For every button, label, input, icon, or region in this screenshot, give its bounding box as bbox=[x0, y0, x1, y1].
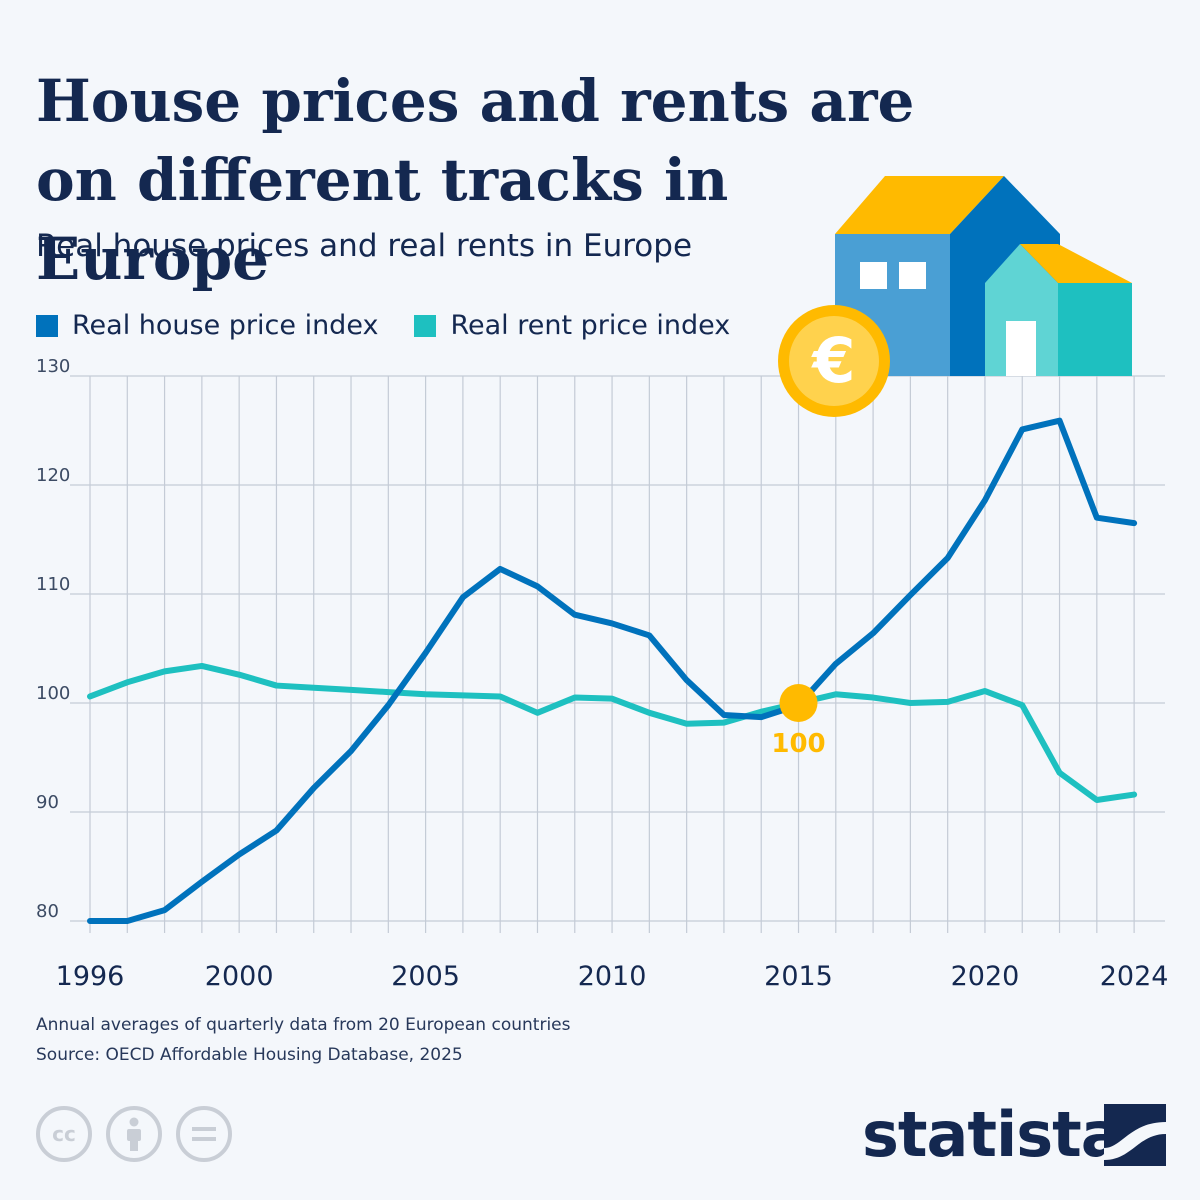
legend-item-house: Real house price index bbox=[36, 310, 378, 341]
y-tick-label: 130 bbox=[36, 356, 70, 377]
series-line-rent-price bbox=[87, 662, 1138, 804]
x-tick-label: 2015 bbox=[764, 961, 833, 992]
no-derivatives-icon[interactable] bbox=[176, 1106, 232, 1162]
legend-label-house: Real house price index bbox=[72, 310, 379, 341]
x-tick-label: 2024 bbox=[1100, 961, 1169, 992]
legend: Real house price index Real rent price i… bbox=[36, 310, 730, 341]
chart-subtitle: Real house prices and real rents in Euro… bbox=[36, 228, 693, 264]
statista-logo[interactable]: statista bbox=[862, 1098, 1123, 1171]
chart-lines bbox=[87, 417, 1138, 924]
y-tick-label: 100 bbox=[36, 683, 70, 704]
y-tick-label: 80 bbox=[36, 901, 59, 922]
legend-item-rent: Real rent price index bbox=[414, 310, 730, 341]
legend-label-rent: Real rent price index bbox=[450, 310, 731, 341]
chart-title: House prices and rents are on different … bbox=[36, 67, 915, 293]
x-axis-ticks: 1996 2000 2005 2010 2015 2020 2024 bbox=[56, 961, 1169, 992]
houses-illustration: € bbox=[778, 176, 1132, 417]
legend-swatch-house bbox=[36, 314, 58, 337]
x-tick-label: 2010 bbox=[578, 961, 647, 992]
attribution-icon[interactable] bbox=[106, 1106, 162, 1162]
y-axis-ticks: 80 90 100 110 120 130 bbox=[36, 356, 70, 922]
x-tick-label: 2020 bbox=[951, 961, 1020, 992]
statista-logo-icon bbox=[1104, 1104, 1166, 1166]
source-note: Source: OECD Affordable Housing Database… bbox=[36, 1045, 463, 1065]
series-line-house-price bbox=[87, 417, 1138, 924]
cc-icon[interactable]: cc bbox=[36, 1106, 92, 1162]
license-icons: cc bbox=[36, 1106, 232, 1162]
base-year-marker bbox=[779, 684, 818, 722]
legend-swatch-rent bbox=[414, 314, 437, 337]
y-tick-label: 90 bbox=[36, 792, 59, 813]
x-tick-label: 1996 bbox=[56, 961, 125, 992]
footnote: Annual averages of quarterly data from 2… bbox=[36, 1015, 571, 1035]
y-tick-label: 120 bbox=[36, 465, 70, 486]
euro-icon: € bbox=[810, 324, 855, 397]
x-tick-label: 2000 bbox=[205, 961, 274, 992]
x-tick-label: 2005 bbox=[391, 961, 460, 992]
chart-annotation: 100 bbox=[771, 684, 826, 759]
chart-grid bbox=[70, 375, 1165, 933]
line-chart: 80 90 100 110 120 130 1996 2000 2005 2010 2015 202… bbox=[36, 176, 1169, 992]
y-tick-label: 110 bbox=[36, 574, 70, 595]
base-year-label: 100 bbox=[771, 729, 825, 759]
